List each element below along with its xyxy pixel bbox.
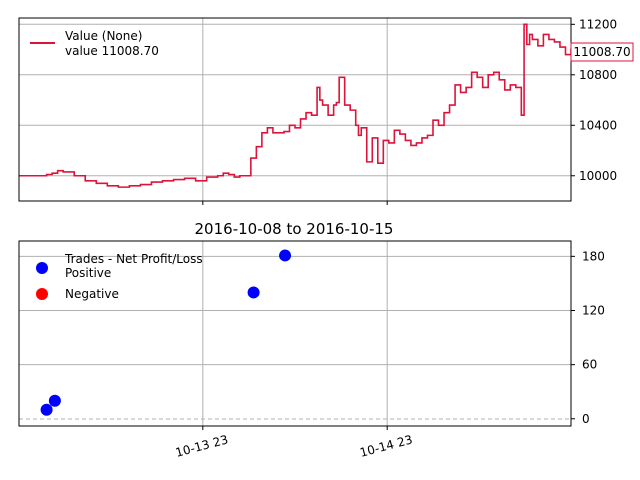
top-y-tick-label: 10400 xyxy=(579,118,617,132)
trade-point-positive xyxy=(279,249,292,262)
bottom-x-grid xyxy=(202,241,388,426)
value-series-line xyxy=(19,23,572,188)
trade-point-positive xyxy=(247,286,260,299)
legend-positive-marker xyxy=(36,262,48,274)
bottom-y-ticks: 0 60 120 180 xyxy=(571,249,605,426)
legend-label-trades: Trades - Net Profit/Loss xyxy=(64,252,203,266)
trade-point-positive xyxy=(40,403,53,416)
legend-negative-marker xyxy=(36,288,48,300)
top-panel: 10000 10400 10800 11200 11008.70 Value (Non… xyxy=(18,17,634,205)
bottom-y-tick-label: 60 xyxy=(582,358,597,372)
bottom-x-ticks: 10-13 23 10-14 23 xyxy=(174,426,414,460)
bottom-y-tick-label: 180 xyxy=(582,249,605,263)
trade-points xyxy=(40,249,292,416)
top-y-ticks: 10000 10400 10800 11200 xyxy=(571,17,617,183)
legend-label-negative: Negative xyxy=(65,287,119,301)
legend-label-value: Value (None) xyxy=(65,29,142,43)
top-x-grid xyxy=(202,18,388,205)
last-value-badge: 11008.70 xyxy=(570,42,634,62)
top-y-tick-label: 11200 xyxy=(579,17,617,31)
bottom-grid xyxy=(19,255,571,366)
bottom-x-tick-label: 10-13 23 xyxy=(174,432,230,459)
last-value-label: 11008.70 xyxy=(573,45,630,59)
top-y-tick-label: 10000 xyxy=(579,169,617,183)
trade-point-positive xyxy=(48,394,61,407)
bottom-y-tick-label: 120 xyxy=(582,303,605,317)
legend-label-positive: Positive xyxy=(65,266,111,280)
bottom-legend: Trades - Net Profit/Loss Positive Negati… xyxy=(36,252,203,301)
bottom-chart-title: 2016-10-08 to 2016-10-15 xyxy=(195,220,394,238)
top-plot-frame xyxy=(18,17,572,202)
top-y-tick-label: 10800 xyxy=(579,68,617,82)
bottom-y-tick-label: 0 xyxy=(582,412,590,426)
top-grid xyxy=(19,23,571,177)
legend-label-last-value: value 11008.70 xyxy=(65,44,159,58)
top-legend: Value (None) value 11008.70 xyxy=(30,29,159,58)
bottom-panel: 0 60 120 180 10-13 23 10-14 23 Trades - Net … xyxy=(18,240,605,460)
bottom-plot-frame xyxy=(18,240,572,427)
bottom-x-tick-label: 10-14 23 xyxy=(358,432,414,459)
